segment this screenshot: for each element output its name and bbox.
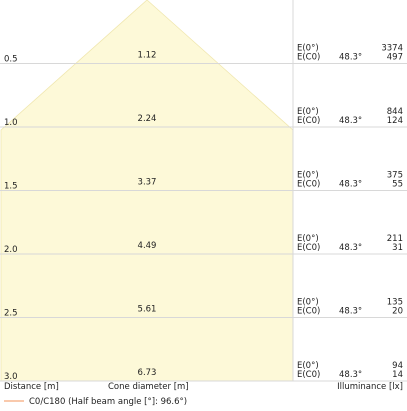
half-beam-angle-value: 48.3° [339,370,362,380]
e-c0-label: E(C0) [297,243,320,253]
e-max-label: E(0°) [297,234,319,244]
distance-tick-label: 1.0 [4,118,18,128]
e-max-label: E(0°) [297,44,319,54]
half-beam-angle-value: 48.3° [339,53,362,63]
e-max-label: E(0°) [297,361,319,371]
cone-diameter-label: 6.73 [138,368,157,378]
cone-diameter-label: 3.37 [138,178,157,188]
grid-layer [0,0,407,382]
e-c0-value: 20 [392,307,403,317]
e-max-value: 844 [387,107,403,117]
illuminance-axis-label: Illuminance [lx] [337,382,403,392]
e-c0-label: E(C0) [297,370,320,380]
e-max-label: E(0°) [297,171,319,181]
distance-tick-label: 3.0 [4,372,18,382]
e-max-value: 3374 [381,44,403,54]
half-beam-angle-value: 48.3° [339,307,362,317]
e-c0-label: E(C0) [297,53,320,63]
half-beam-angle-value: 48.3° [339,116,362,126]
e-c0-label: E(C0) [297,307,320,317]
e-max-value: 375 [387,171,403,181]
cone-diameter-label: 5.61 [138,305,157,315]
e-max-label: E(0°) [297,107,319,117]
e-c0-label: E(C0) [297,180,320,190]
distance-tick-label: 1.5 [4,182,18,192]
e-c0-value: 14 [392,370,403,380]
cone-axis-label: Cone diameter [m] [108,382,189,392]
e-c0-value: 124 [387,116,403,126]
distance-tick-label: 2.5 [4,309,18,319]
e-c0-value: 55 [392,180,403,190]
e-max-value: 211 [387,234,403,244]
distance-axis-label: Distance [m] [4,382,59,392]
e-c0-value: 31 [392,243,403,253]
e-c0-label: E(C0) [297,116,320,126]
e-c0-value: 497 [387,53,403,63]
cone-diameter-label: 4.49 [138,241,157,251]
distance-tick-label: 0.5 [4,55,18,65]
distance-tick-label: 2.0 [4,245,18,255]
cone-diameter-label: 1.12 [138,51,157,61]
half-beam-angle-value: 48.3° [339,243,362,253]
legend-label: C0/C180 (Half beam angle [°]: 96.6°) [29,397,187,407]
e-max-value: 94 [392,361,403,371]
e-max-label: E(0°) [297,298,319,308]
e-max-value: 135 [387,298,403,308]
half-beam-angle-value: 48.3° [339,180,362,190]
cone-diameter-label: 2.24 [138,114,157,124]
